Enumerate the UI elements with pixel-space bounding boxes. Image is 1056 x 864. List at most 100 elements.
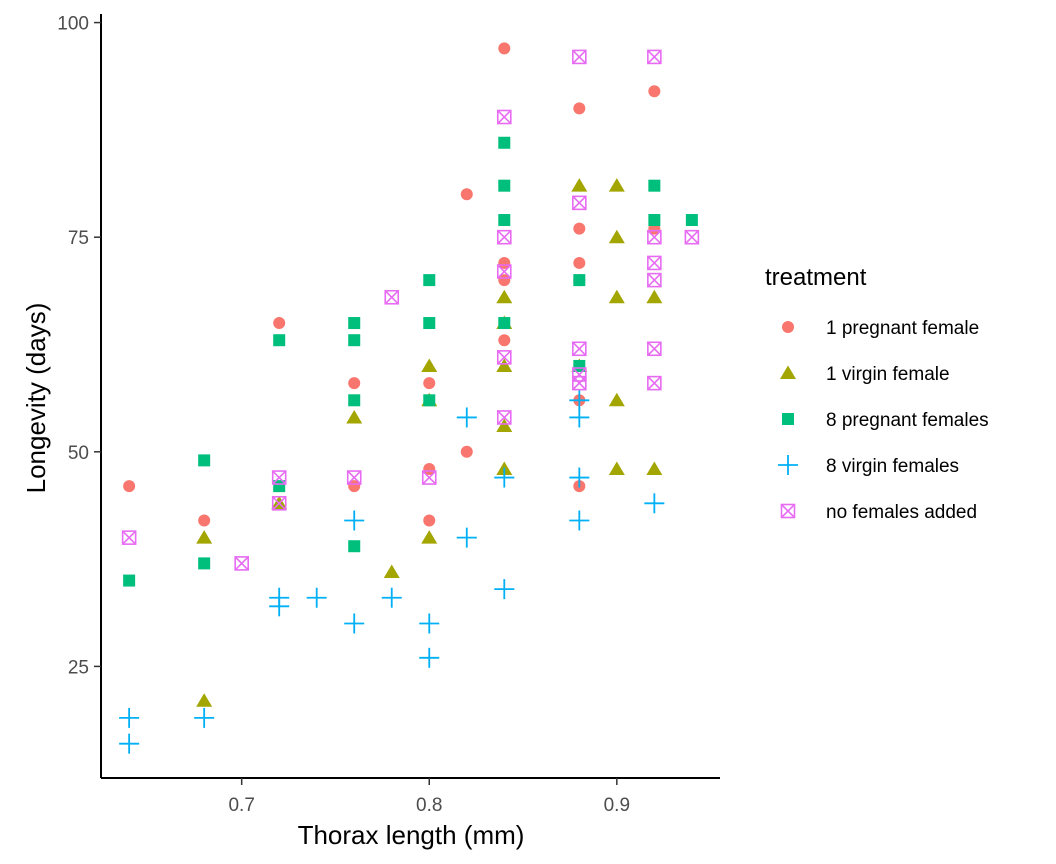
data-point [684, 229, 700, 245]
x-tick-label: 0.9 [604, 795, 630, 816]
data-point [648, 85, 661, 98]
data-point [383, 564, 400, 578]
data-point [569, 510, 590, 531]
legend-item: 1 virgin female [780, 364, 950, 385]
legend: treatment 1 pregnant female 1 virgin fema… [765, 264, 989, 523]
data-point [273, 334, 286, 347]
legend-key-icon [782, 321, 794, 333]
data-point [572, 195, 587, 211]
data-point [496, 350, 512, 365]
legend-item: no females added [780, 502, 977, 523]
data-point [273, 480, 286, 493]
data-point [496, 418, 513, 433]
data-point [346, 470, 362, 485]
data-point [421, 470, 437, 485]
data-point [572, 341, 587, 357]
legend-key-icon [780, 365, 796, 379]
data-point [498, 42, 511, 55]
x-tick-label: 0.7 [228, 795, 254, 816]
data-point [647, 255, 662, 271]
data-point [234, 556, 249, 571]
y-tick-label: 25 [68, 657, 89, 678]
data-point [647, 341, 662, 357]
data-point [647, 272, 662, 288]
data-point [573, 256, 586, 269]
legend-label: 1 pregnant female [826, 318, 979, 339]
data-point [423, 394, 436, 407]
legend-key-icon [780, 503, 796, 519]
data-point [423, 514, 436, 527]
data-point [646, 461, 663, 475]
data-point [496, 109, 512, 125]
data-point [421, 530, 438, 544]
data-point [571, 178, 588, 192]
data-point [344, 613, 365, 634]
series-3 [119, 390, 665, 754]
plot-area: 0.7 0.8 0.9 25 50 75 100 [57, 14, 720, 816]
data-point [384, 289, 400, 305]
data-point [344, 510, 365, 531]
legend-item: 8 pregnant females [782, 410, 989, 431]
data-point [421, 358, 438, 372]
data-point [572, 49, 587, 65]
data-point [423, 317, 436, 330]
legend-label: 8 virgin females [826, 456, 959, 477]
data-point [608, 229, 625, 244]
data-point [608, 461, 625, 475]
data-point [647, 375, 662, 391]
data-point [496, 264, 512, 279]
y-axis-title: Longevity (days) [21, 303, 51, 494]
data-point [496, 229, 512, 245]
legend-label: 8 pregnant females [826, 410, 989, 431]
data-point [685, 214, 698, 227]
data-point [196, 693, 213, 707]
data-point [381, 587, 402, 608]
data-point [198, 557, 211, 570]
y-axis-ticks: 25 50 75 100 [57, 14, 101, 678]
data-point [346, 409, 363, 424]
data-point [608, 392, 625, 407]
legend-title: treatment [765, 264, 867, 291]
data-point [646, 289, 663, 304]
data-point [271, 470, 287, 485]
data-point [123, 480, 136, 493]
data-point [456, 407, 477, 428]
x-tick-label: 0.8 [416, 795, 442, 816]
data-point [121, 530, 137, 545]
series-4 [121, 49, 700, 571]
data-point [569, 407, 590, 428]
series-2 [123, 136, 698, 587]
y-tick-label: 50 [68, 443, 89, 464]
data-point [198, 454, 211, 467]
data-point [498, 256, 511, 269]
legend-items: 1 pregnant female 1 virgin female 8 pregna… [778, 318, 989, 523]
data-point [306, 587, 327, 608]
data-point [119, 733, 140, 754]
data-point [348, 480, 361, 493]
data-point [348, 540, 361, 553]
data-point [569, 467, 590, 488]
legend-key-icon [778, 455, 798, 475]
data-point [608, 289, 625, 304]
legend-label: 1 virgin female [826, 364, 950, 385]
data-point [269, 596, 290, 617]
data-point [496, 289, 513, 304]
data-point [423, 462, 436, 475]
data-point [647, 229, 662, 245]
y-tick-label: 75 [68, 228, 89, 249]
data-point [423, 377, 436, 390]
data-point [273, 317, 286, 330]
data-point [498, 274, 511, 287]
data-point [123, 574, 136, 587]
y-tick-label: 100 [57, 14, 89, 35]
data-point [419, 647, 440, 668]
data-point [460, 445, 473, 458]
legend-key-icon [782, 413, 794, 425]
data-point [494, 467, 515, 488]
data-points [119, 42, 700, 754]
data-point [196, 530, 213, 544]
data-point [456, 527, 477, 548]
data-point [498, 334, 511, 347]
data-point [348, 317, 361, 330]
